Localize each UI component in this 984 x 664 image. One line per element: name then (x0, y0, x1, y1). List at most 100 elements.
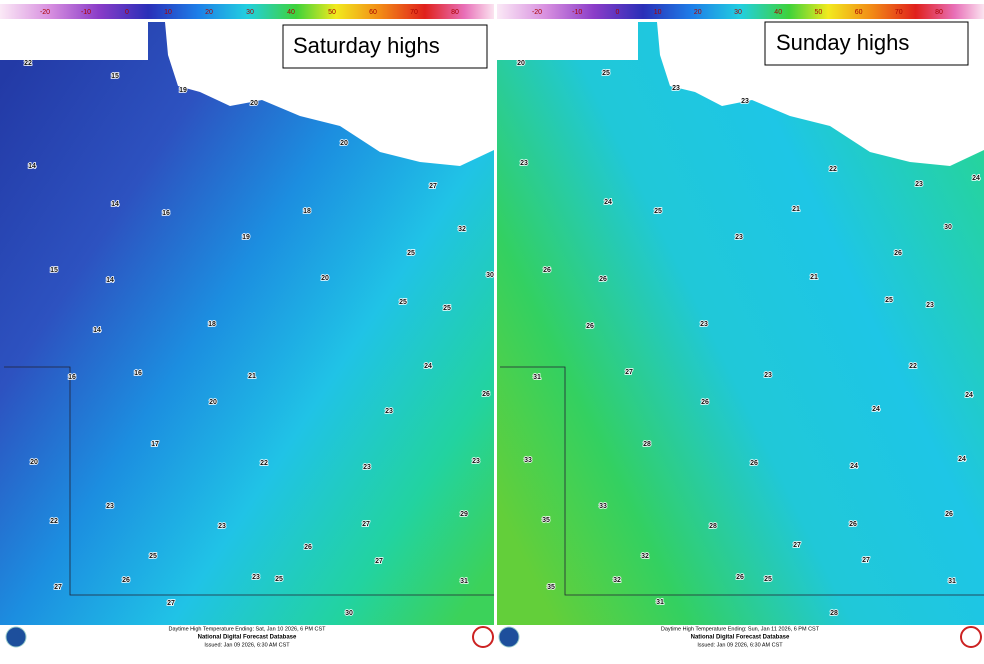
temperature-label: 26 (750, 460, 758, 467)
temperature-label: 25 (654, 208, 662, 215)
temperature-label: 25 (399, 299, 407, 306)
scale-label: 70 (895, 9, 903, 16)
scale-label: 70 (410, 9, 418, 16)
noaa-logo (498, 626, 520, 648)
temperature-label: 18 (303, 208, 311, 215)
scale-label: 10 (654, 9, 662, 16)
temperature-label: 23 (700, 321, 708, 328)
title: Saturday highs (293, 33, 440, 58)
map (0, 22, 494, 625)
scale-label: 60 (855, 9, 863, 16)
temperature-label: 23 (363, 464, 371, 471)
temperature-label: 33 (599, 503, 607, 510)
temperature-label: 25 (443, 305, 451, 312)
temperature-label: 20 (517, 60, 525, 67)
temperature-label: 31 (460, 578, 468, 585)
footer-line: National Digital Forecast Database (198, 635, 297, 641)
scale-label: -20 (40, 9, 50, 16)
temperature-label: 27 (54, 584, 62, 591)
temperature-label: 19 (179, 87, 187, 94)
scale-label: 20 (694, 9, 702, 16)
temperature-label: 32 (613, 577, 621, 584)
state-border (4, 366, 494, 596)
temperature-label: 25 (764, 576, 772, 583)
temperature-label: 35 (542, 517, 550, 524)
temperature-label: 25 (407, 250, 415, 257)
temperature-label: 22 (24, 60, 32, 67)
temperature-label: 25 (602, 70, 610, 77)
temperature-label: 27 (793, 542, 801, 549)
temperature-label: 24 (958, 456, 966, 463)
temperature-label: 23 (764, 372, 772, 379)
temperature-label: 31 (533, 374, 541, 381)
scale-label: 80 (935, 9, 943, 16)
temperature-label: 26 (599, 276, 607, 283)
temperature-label: 26 (304, 544, 312, 551)
temperature-label: 16 (162, 210, 170, 217)
temperature-label: 23 (741, 98, 749, 105)
temperature-label: 23 (926, 302, 934, 309)
temperature-label: 24 (424, 363, 432, 370)
scale-label: -10 (81, 9, 91, 16)
scale-label: 10 (164, 9, 172, 16)
temperature-label: 18 (208, 321, 216, 328)
scale-label: 0 (615, 9, 619, 16)
temperature-label: 15 (50, 267, 58, 274)
title: Sunday highs (776, 30, 909, 55)
footer-line: Daytime High Temperature Ending: Sat, Ja… (168, 626, 326, 632)
temperature-label: 27 (862, 557, 870, 564)
footer-line: Daytime High Temperature Ending: Sun, Ja… (661, 626, 820, 632)
state-border (500, 366, 984, 596)
temperature-label: 16 (134, 370, 142, 377)
temperature-label: 32 (458, 226, 466, 233)
temperature-label: 27 (375, 558, 383, 565)
temperature-label: 30 (944, 224, 952, 231)
temperature-label: 14 (106, 277, 114, 284)
title-box (764, 21, 969, 66)
temperature-label: 23 (735, 234, 743, 241)
temperature-label: 16 (68, 374, 76, 381)
temperature-label: 22 (829, 166, 837, 173)
scale-label: 0 (125, 9, 129, 16)
temperature-label: 26 (736, 574, 744, 581)
scale-label: 30 (246, 9, 254, 16)
temperature-label: 14 (111, 201, 119, 208)
temperature-label: 25 (275, 576, 283, 583)
temperature-label: 21 (810, 274, 818, 281)
temperature-label: 35 (547, 584, 555, 591)
color-scale (0, 4, 494, 19)
temperature-label: 26 (701, 399, 709, 406)
temperature-label: 26 (586, 323, 594, 330)
temperature-label: 27 (362, 521, 370, 528)
temperature-label: 26 (894, 250, 902, 257)
temperature-label: 17 (151, 441, 159, 448)
temperature-label: 31 (656, 599, 664, 606)
scale-label: 40 (774, 9, 782, 16)
temperature-label: 23 (106, 503, 114, 510)
temperature-label: 30 (345, 610, 353, 617)
temperature-label: 33 (524, 457, 532, 464)
temperature-label: 25 (885, 297, 893, 304)
scale-label: 50 (328, 9, 336, 16)
temperature-label: 26 (482, 391, 490, 398)
temperature-label: 22 (909, 363, 917, 370)
temperature-label: 23 (915, 181, 923, 188)
temperature-label: 24 (850, 463, 858, 470)
scale-label: 20 (205, 9, 213, 16)
temperature-label: 19 (242, 234, 250, 241)
temperature-label: 23 (672, 85, 680, 92)
color-scale (497, 4, 984, 19)
temperature-label: 25 (149, 553, 157, 560)
temperature-label: 28 (643, 441, 651, 448)
temperature-label: 27 (167, 600, 175, 607)
temperature-label: 21 (792, 206, 800, 213)
temperature-label: 29 (460, 511, 468, 518)
scale-label: 50 (815, 9, 823, 16)
temperature-label: 28 (830, 610, 838, 617)
temperature-label: 26 (945, 511, 953, 518)
temperature-label: 26 (122, 577, 130, 584)
temperature-label: 14 (28, 163, 36, 170)
temperature-label: 24 (965, 392, 973, 399)
